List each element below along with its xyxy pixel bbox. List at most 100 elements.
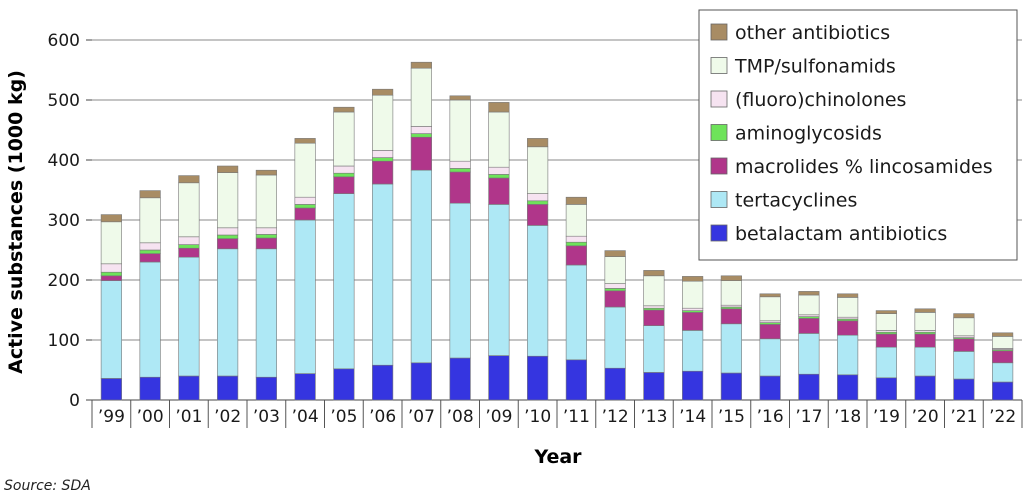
bar-segment (488, 174, 510, 179)
bar-segment (875, 346, 897, 379)
bar-segment (333, 165, 355, 174)
bar-segment (449, 160, 471, 169)
bar-segment (798, 294, 820, 316)
bar-segment (217, 248, 239, 377)
bar-segment (333, 111, 355, 167)
bar-segment (294, 196, 316, 205)
bar-segment (720, 280, 742, 306)
bar-segment (992, 362, 1014, 383)
bar-segment (953, 351, 975, 380)
legend-swatch (710, 224, 728, 242)
bar-segment (682, 276, 704, 282)
bar-segment (139, 261, 161, 378)
y-tick-labels: 0 100 200 300 400 500 600 (48, 31, 80, 411)
bar-segment (914, 375, 936, 401)
bar-segment (255, 237, 277, 250)
x-tick-label: ’10 (524, 407, 551, 427)
legend-label: tertacyclines (735, 190, 857, 212)
bar-segment (333, 368, 355, 401)
bar-segment (643, 275, 665, 307)
x-tick-label: ’22 (989, 407, 1016, 427)
bar-segment (178, 247, 200, 258)
x-tick-label: ’09 (485, 407, 512, 427)
bar-segment (720, 275, 742, 281)
y-tick-label: 100 (48, 331, 80, 351)
bar-segment (372, 183, 394, 366)
bar-segment (449, 168, 471, 173)
x-tick-label: ’11 (563, 407, 590, 427)
bar-segment (527, 138, 549, 148)
x-tick-label: ’20 (912, 407, 939, 427)
bar-segment (875, 313, 897, 331)
bar-segment (914, 312, 936, 331)
y-tick-label: 300 (48, 211, 80, 231)
bar-segment (527, 355, 549, 401)
bar-segment (217, 227, 239, 236)
bar-segment (992, 332, 1014, 337)
legend-swatch (710, 23, 728, 41)
bar-segment (333, 193, 355, 370)
bar-segment (488, 355, 510, 401)
bar-segment (255, 234, 277, 239)
y-tick-label: 600 (48, 31, 80, 51)
bar-segment (139, 242, 161, 251)
legend-label: aminoglycosids (735, 123, 882, 145)
bar-segment (100, 263, 122, 273)
bar-segment (953, 338, 975, 352)
bar-segment (139, 376, 161, 401)
x-tick-label: ’05 (330, 407, 357, 427)
y-axis-title: Active substances (1000 kg) (5, 70, 27, 374)
bar-segment (527, 146, 549, 194)
bar-segment (953, 313, 975, 319)
bar-segment (604, 256, 626, 284)
bar-segment (914, 333, 936, 348)
bar-segment (372, 160, 394, 185)
legend-swatch (710, 157, 728, 175)
bar-segment (100, 378, 122, 401)
bar-segment (992, 350, 1014, 364)
legend: other antibiotics TMP/sulfonamids (fluoro)… (698, 9, 1018, 261)
bar-segment (565, 241, 587, 247)
bar-segment (333, 172, 355, 178)
bar-segment (100, 280, 122, 379)
bar-segment (875, 333, 897, 348)
bar-segment (759, 296, 781, 322)
bar-segment (992, 381, 1014, 401)
bar-segment (217, 238, 239, 250)
x-tick-label: ’13 (640, 407, 667, 427)
bar-segment (217, 234, 239, 239)
x-tick-label: ’15 (718, 407, 745, 427)
bar-segment (100, 275, 122, 281)
bar-segment (837, 297, 859, 318)
bar-segment (798, 373, 820, 401)
bar-segment (372, 88, 394, 96)
x-tick-label: ’02 (214, 407, 241, 427)
bar-segment (449, 202, 471, 359)
bar-segment (643, 309, 665, 326)
bar-segment (604, 283, 626, 289)
bar-segment (410, 61, 432, 69)
bar-segment (643, 270, 665, 277)
bar-segment (759, 293, 781, 298)
bar-segment (604, 288, 626, 292)
bar-segment (255, 248, 277, 378)
bar-segment (914, 346, 936, 377)
bar-segment (565, 245, 587, 266)
x-tick-label: ’16 (757, 407, 784, 427)
bar-segment (333, 176, 355, 194)
bar-segment (682, 280, 704, 309)
bar-segment (410, 67, 432, 127)
y-tick-label: 200 (48, 271, 80, 291)
bar-segment (488, 102, 510, 113)
legend-label: TMP/sulfonamids (734, 56, 896, 78)
bar-segment (759, 375, 781, 401)
source-note: Source: SDA (4, 478, 91, 494)
x-tick-label: ’18 (834, 407, 861, 427)
bar-segment (372, 94, 394, 151)
x-tick-label: ’21 (950, 407, 977, 427)
bar-segment (410, 362, 432, 401)
bar-segment (643, 325, 665, 373)
legend-label: other antibiotics (735, 22, 890, 44)
bar-segment (372, 157, 394, 162)
x-tick-label: ’00 (137, 407, 164, 427)
